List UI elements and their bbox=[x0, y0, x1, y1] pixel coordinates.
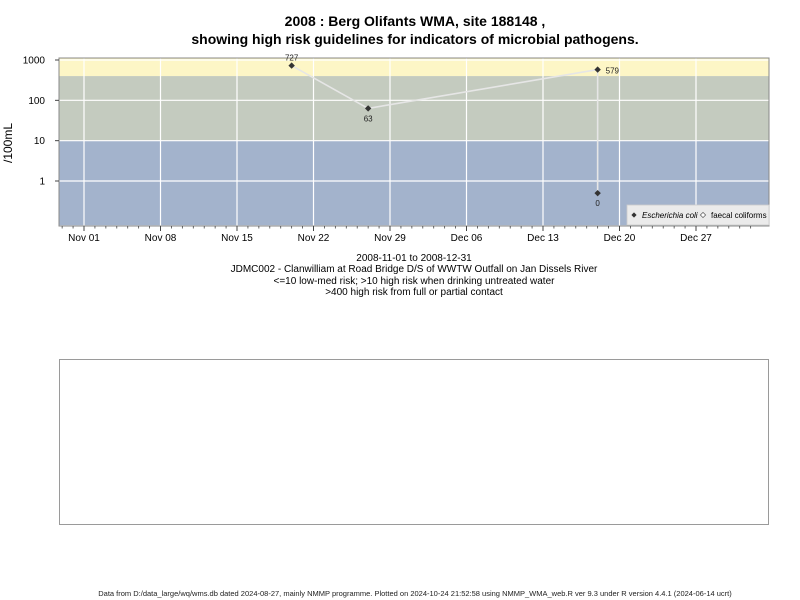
legend-label-faecal: faecal coliforms bbox=[711, 211, 767, 220]
legend-label-ecoli: Escherichia coli bbox=[642, 211, 698, 220]
x-tick-label: Nov 29 bbox=[374, 233, 406, 244]
caption-site: JDMC002 - Clanwilliam at Road Bridge D/S… bbox=[230, 264, 598, 275]
x-tick-label: Dec 20 bbox=[604, 233, 636, 244]
ecoli-data-label: 579 bbox=[606, 67, 620, 76]
legend-marker-faecal bbox=[699, 211, 707, 219]
x-tick-label: Nov 08 bbox=[145, 233, 177, 244]
ecoli-data-label: 63 bbox=[364, 114, 373, 123]
footer-note: Data from D:/data_large/wq/wms.db dated … bbox=[98, 589, 732, 598]
legend-box bbox=[626, 204, 770, 226]
caption-risk-note-2: >400 high risk from full or partial cont… bbox=[325, 287, 503, 298]
y-tick-label: 1 bbox=[39, 177, 45, 188]
legend-marker-ecoli bbox=[631, 212, 637, 218]
y-axis-label: /100mL bbox=[1, 123, 15, 163]
caption-date-range: 2008-11-01 to 2008-12-31 bbox=[356, 253, 472, 264]
x-tick-label: Nov 15 bbox=[221, 233, 253, 244]
x-tick-label: Dec 06 bbox=[451, 233, 483, 244]
ecoli-data-point bbox=[594, 66, 601, 73]
y-tick-label: 100 bbox=[28, 96, 45, 107]
x-tick-label: Dec 27 bbox=[680, 233, 712, 244]
x-tick-label: Dec 13 bbox=[527, 233, 559, 244]
risk-band-high-contact bbox=[59, 58, 769, 77]
chart-title-line2: showing high risk guidelines for indicat… bbox=[191, 31, 639, 47]
chart-plot: 1 10 100 1000 Nov 01 Nov 08 Nov 15 Nov 22 Nov 29… bbox=[1, 54, 770, 244]
plot-frame bbox=[58, 57, 770, 227]
ecoli-data-point bbox=[594, 189, 601, 197]
caption-risk-note-1: <=10 low-med risk; >10 high risk when dr… bbox=[273, 276, 555, 287]
ecoli-data-label: 727 bbox=[285, 54, 299, 63]
y-tick-label: 1000 bbox=[23, 56, 46, 67]
x-tick-label: Nov 01 bbox=[68, 233, 100, 244]
ecoli-data-point bbox=[288, 62, 295, 69]
chart-title-line1: 2008 : Berg Olifants WMA, site 188148 , bbox=[284, 13, 546, 29]
ecoli-data-point bbox=[364, 105, 372, 112]
risk-band-high-untreated bbox=[59, 76, 769, 141]
empty-plot-panel bbox=[59, 359, 769, 525]
y-tick-label: 10 bbox=[34, 136, 46, 147]
x-tick-label: Nov 22 bbox=[298, 233, 330, 244]
ecoli-data-label: 0 bbox=[595, 199, 600, 208]
